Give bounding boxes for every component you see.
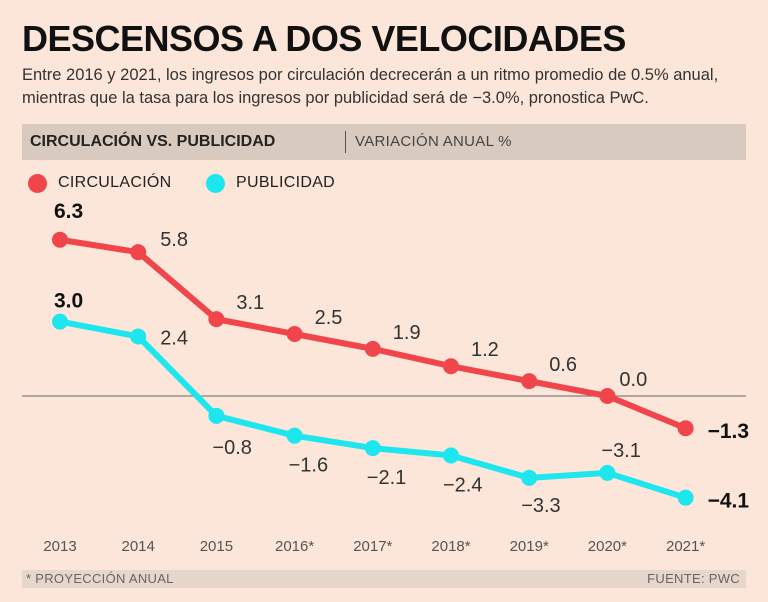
x-tick-label: 2014 — [122, 538, 155, 555]
data-point — [599, 464, 616, 481]
data-label: −1.6 — [289, 455, 328, 477]
page-title: DESCENSOS A DOS VELOCIDADES — [22, 18, 626, 59]
data-label: −1.3 — [708, 420, 749, 443]
footnote: * PROYECCIÓN ANUAL — [26, 571, 174, 586]
data-point — [52, 313, 68, 330]
data-label: −3.3 — [521, 495, 560, 517]
data-label: 3.1 — [236, 292, 264, 314]
data-label: 1.2 — [471, 339, 499, 361]
subtitle: Entre 2016 y 2021, los ingresos por circ… — [22, 66, 719, 107]
chart-title: CIRCULACIÓN VS. PUBLICIDAD — [30, 133, 276, 150]
source-credit: FUENTE: PWC — [647, 571, 740, 586]
data-label: 1.9 — [393, 322, 421, 344]
data-label: 6.3 — [54, 200, 83, 223]
legend-dot-publicidad — [206, 174, 225, 193]
data-label: 5.8 — [160, 229, 188, 251]
legend-label-circulacion: CIRCULACIÓN — [58, 174, 172, 191]
data-label: −2.1 — [367, 467, 406, 489]
data-point — [52, 231, 68, 248]
data-label: −0.8 — [212, 437, 251, 459]
data-point — [521, 469, 538, 486]
x-tick-label: 2018* — [431, 538, 470, 555]
data-label: 2.4 — [160, 327, 188, 349]
data-label: 3.0 — [54, 290, 83, 313]
data-point — [443, 447, 459, 464]
data-point — [286, 326, 303, 342]
x-tick-label: 2019* — [510, 538, 549, 555]
data-label: −4.1 — [708, 490, 750, 513]
data-point — [286, 427, 303, 444]
x-tick-label: 2021* — [666, 538, 705, 555]
data-point — [364, 440, 381, 457]
data-point — [130, 328, 147, 345]
data-point — [599, 388, 616, 404]
data-point — [208, 311, 225, 328]
data-label: 2.5 — [315, 307, 343, 329]
x-tick-label: 2020* — [588, 538, 627, 555]
series-line-circulacion — [57, 236, 689, 432]
chart-units: VARIACIÓN ANUAL % — [355, 133, 512, 150]
x-tick-label: 2015 — [200, 538, 233, 555]
x-tick-label: 2016* — [275, 538, 314, 555]
legend-dot-circulacion — [28, 174, 47, 193]
data-point — [677, 420, 694, 437]
data-label: −3.1 — [601, 440, 640, 462]
footer-bar: * PROYECCIÓN ANUAL FUENTE: PWC — [22, 570, 746, 588]
data-point — [443, 358, 459, 375]
legend-label-publicidad: PUBLICIDAD — [236, 174, 336, 191]
data-point — [208, 407, 225, 424]
x-tick-label: 2017* — [353, 538, 392, 555]
header-divider — [345, 131, 346, 153]
data-point — [130, 244, 147, 261]
data-label: −2.4 — [443, 475, 482, 497]
x-tick-label: 2013 — [43, 538, 76, 555]
data-label: 0.6 — [549, 354, 577, 376]
data-point — [677, 489, 694, 506]
data-point — [521, 373, 538, 390]
data-point — [364, 340, 381, 357]
data-label: 0.0 — [619, 369, 647, 391]
chart-header-bar: CIRCULACIÓN VS. PUBLICIDAD VARIACIÓN ANU… — [22, 124, 746, 160]
